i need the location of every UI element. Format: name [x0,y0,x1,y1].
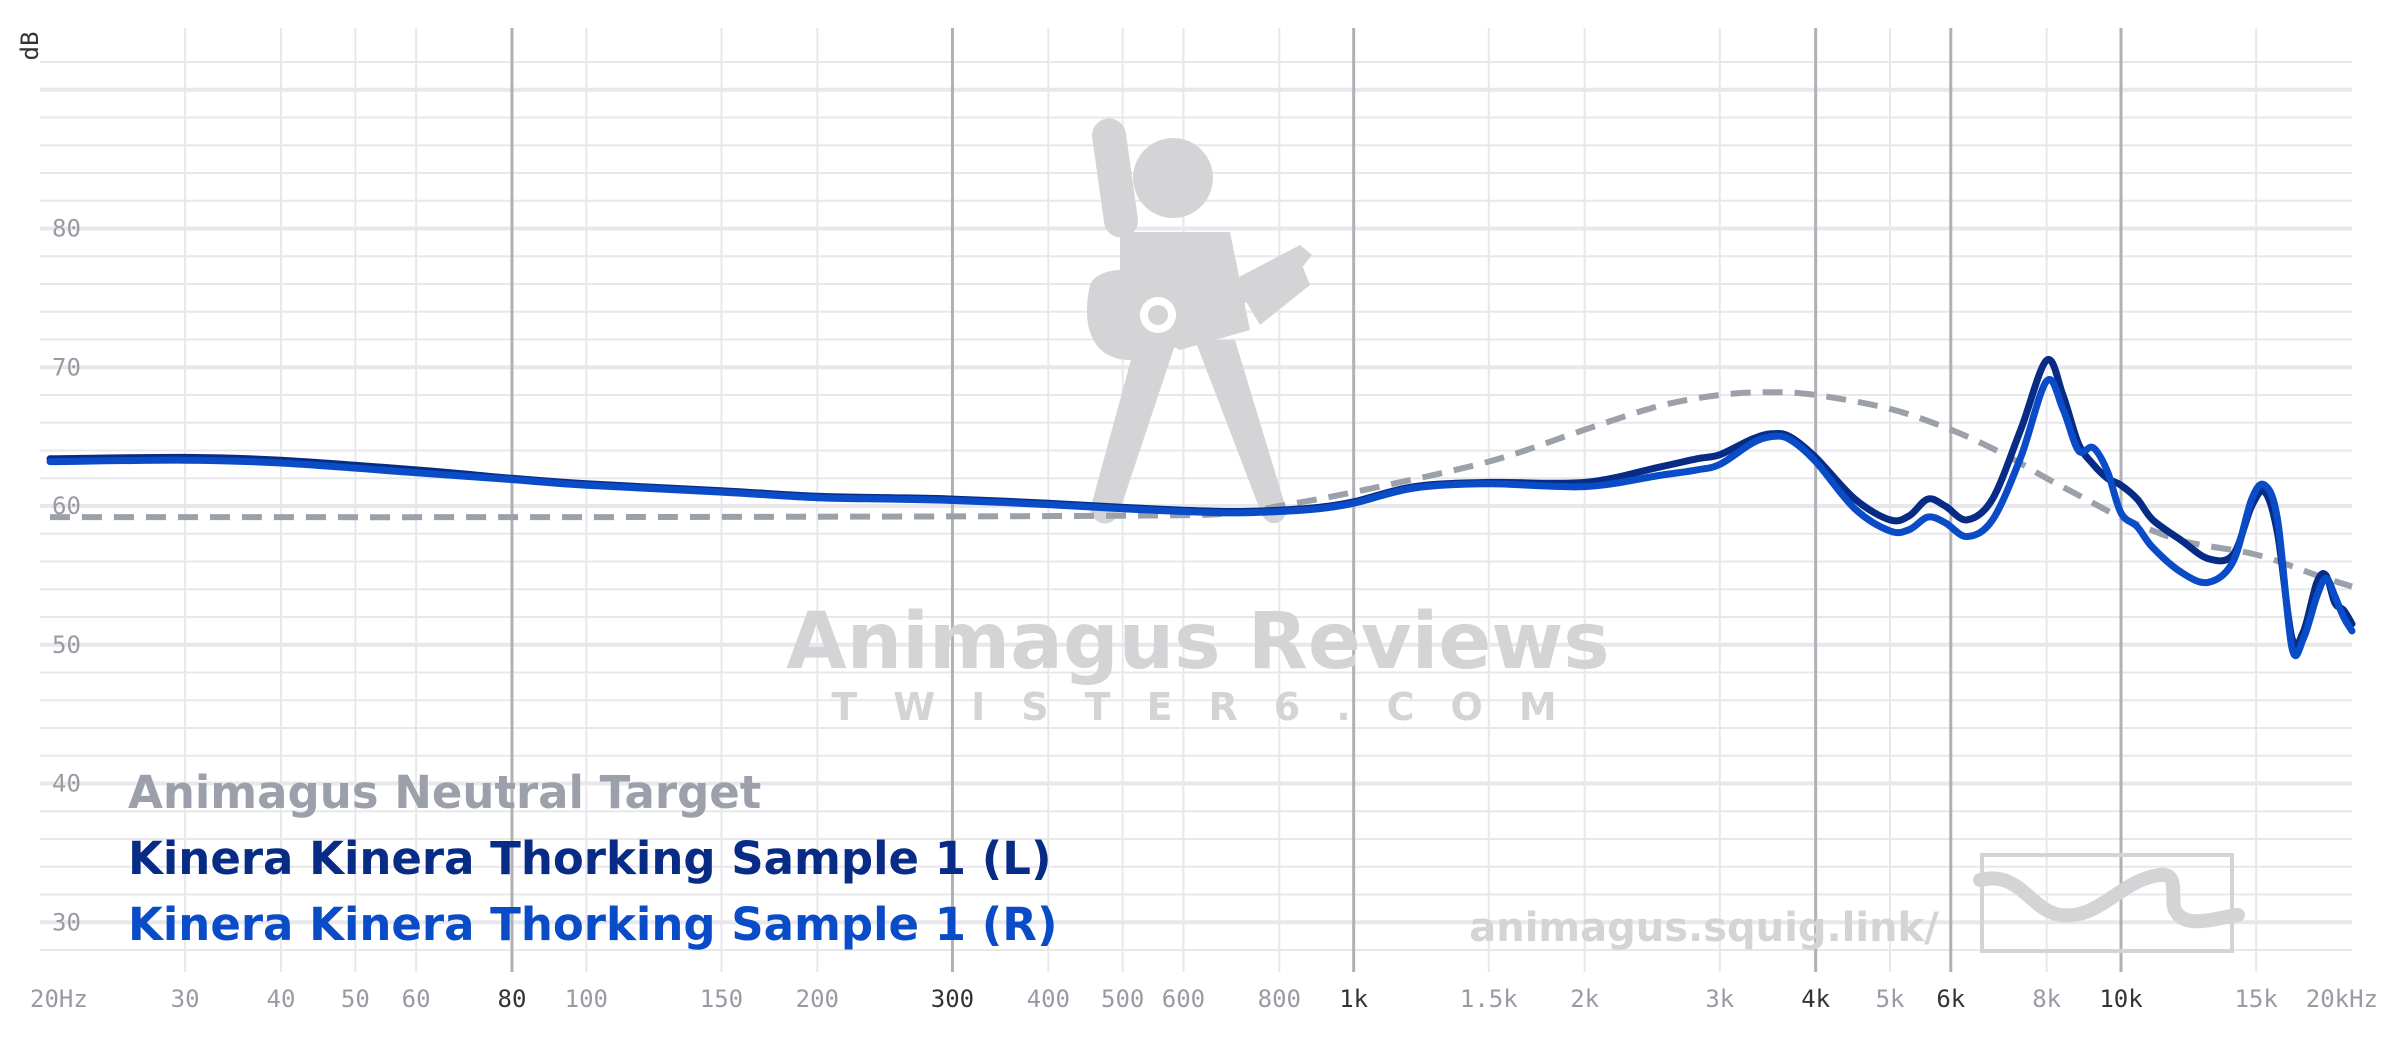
watermark-title: Animagus Reviews [786,597,1609,687]
watermark-subtitle: TWISTER6.COM [831,685,1592,729]
x-tick-label: 50 [341,985,370,1013]
legend-entry: Animagus Neutral Target [128,766,761,819]
series-line-2 [46,375,2356,660]
x-tick-label: 20kHz [2306,985,2378,1013]
y-tick-label: 40 [52,770,81,798]
x-tick-label: 2k [1570,985,1599,1013]
x-tick-label: 3k [1705,985,1734,1013]
y-tick-label: 70 [52,353,81,381]
x-tick-label: 40 [267,985,296,1013]
y-axis-label: dB [16,32,44,61]
x-tick-label: 6k [1936,985,1965,1013]
x-tick-label: 30 [171,985,200,1013]
x-axis-tick-labels: 20Hz 30 40 50 60 80 100 150 200 300 400 500 600 800 1k… [30,985,2378,1013]
x-tick-label: 200 [796,985,839,1013]
x-tick-label: 80 [498,985,527,1013]
x-tick-label: 1k [1339,985,1368,1013]
x-tick-label: 1.5k [1460,985,1518,1013]
y-tick-label: 80 [52,215,81,243]
y-tick-label: 50 [52,631,81,659]
x-tick-label: 400 [1027,985,1070,1013]
x-tick-label: 15k [2234,985,2278,1013]
x-tick-label: 150 [700,985,743,1013]
legend-entry: Kinera Kinera Thorking Sample 1 (L) [128,832,1052,885]
vertical-grid [184,28,2258,972]
x-tick-label: 20Hz [30,985,88,1013]
x-tick-label: 8k [2032,985,2061,1013]
series-lines [46,356,2356,660]
x-tick-label: 100 [565,985,608,1013]
x-tick-label: 500 [1101,985,1144,1013]
guitarist-icon [1086,118,1312,524]
x-tick-label: 300 [931,985,974,1013]
x-tick-label: 10k [2099,985,2143,1013]
legend-entry: Kinera Kinera Thorking Sample 1 (R) [128,898,1058,951]
x-tick-label: 60 [402,985,431,1013]
y-tick-label: 30 [52,908,81,936]
x-tick-label: 4k [1801,985,1830,1013]
legend: Animagus Neutral Target Kinera Kinera Tho… [128,766,1058,951]
squiggle-logo-icon [1973,853,2245,953]
watermark-url: animagus.squig.link/ [1469,905,1939,951]
x-tick-label: 600 [1162,985,1205,1013]
x-tick-label: 800 [1258,985,1301,1013]
x-tick-label: 5k [1876,985,1905,1013]
